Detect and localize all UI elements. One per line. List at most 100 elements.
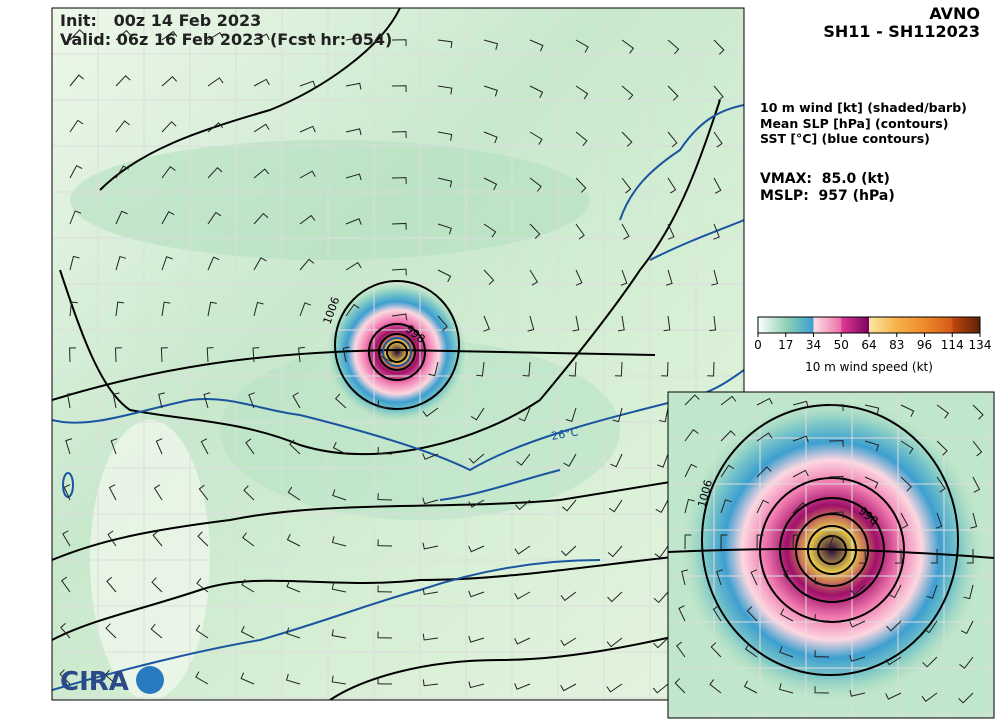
wind-barb — [468, 545, 485, 553]
field-desc: Mean SLP [hPa] (contours) — [760, 116, 948, 131]
colorbar-segment — [869, 317, 898, 333]
wind-barb — [60, 622, 71, 639]
colorbar: 0 17 34 50 64 83 96 114 134 — [754, 316, 991, 352]
wind-barb — [161, 30, 178, 41]
wind-barb — [69, 255, 80, 271]
wind-barb — [922, 656, 938, 668]
wind-barb — [575, 85, 589, 100]
wind-barb — [468, 499, 485, 508]
wind-barb — [151, 577, 163, 593]
wind-barb — [886, 620, 902, 632]
colorbar-frame — [757, 316, 981, 334]
map-shape — [649, 219, 744, 261]
wind-barb — [104, 669, 117, 685]
wind-barb — [894, 548, 902, 564]
wind-barb — [661, 361, 669, 377]
wind-barb — [61, 576, 71, 593]
wind-barb — [115, 75, 131, 87]
wind-barb — [152, 530, 163, 547]
wind-barb — [514, 591, 531, 600]
wind-barb — [684, 534, 692, 550]
wind-barb — [114, 347, 122, 363]
wind-barb — [674, 678, 686, 694]
wind-barb — [607, 545, 623, 558]
map-shape — [667, 391, 995, 719]
colorbar-tick-label: 114 — [941, 338, 964, 352]
wind-barb — [422, 453, 439, 460]
wind-barb — [575, 223, 585, 240]
wind-barb — [970, 512, 978, 529]
wind-barb — [59, 669, 71, 685]
wind-barb — [606, 637, 623, 648]
wind-barb — [299, 125, 316, 133]
wind-barb — [792, 469, 809, 478]
wind-barb — [115, 120, 130, 133]
wind-barb — [514, 683, 531, 690]
wind-barb — [483, 177, 498, 191]
wind-barb — [720, 499, 732, 514]
init-time: Init: 00z 14 Feb 2023 — [60, 11, 261, 30]
wind-barb — [667, 223, 675, 240]
wind-barb — [437, 269, 452, 283]
wind-barb — [160, 347, 168, 363]
wind-barb — [560, 591, 577, 602]
wind-barb — [621, 39, 635, 54]
wind-barb — [377, 493, 393, 501]
wind-barb — [828, 475, 844, 483]
wind-barb — [158, 392, 165, 409]
wind-barb — [207, 301, 217, 317]
wind-barb — [428, 361, 439, 377]
wind-barb — [516, 453, 531, 466]
wind-barb — [667, 39, 680, 55]
colorbar-label: 10 m wind speed (kt) — [805, 360, 933, 374]
wind-barb — [782, 570, 794, 586]
colorbar-segment — [841, 317, 870, 333]
map-shape — [668, 548, 994, 559]
wind-barb — [709, 315, 717, 332]
map-shape — [52, 8, 744, 700]
wind-barb — [888, 584, 902, 599]
wind-barb — [108, 484, 117, 501]
wind-barb — [921, 692, 938, 702]
wind-barb — [713, 223, 720, 240]
wind-barb — [331, 582, 347, 593]
wind-barb — [849, 654, 866, 662]
wind-barb — [115, 255, 127, 271]
wind-barb — [653, 637, 669, 649]
wind-barb — [814, 614, 830, 622]
wind-barb — [652, 683, 669, 694]
wind-barb — [561, 545, 577, 557]
wind-barb — [287, 486, 301, 501]
wind-barb — [483, 39, 499, 50]
wind-barb — [422, 542, 439, 550]
wind-barb — [299, 35, 316, 43]
wind-barb — [391, 222, 407, 230]
field-desc: SST [°C] (blue contours) — [760, 131, 930, 146]
wind-barb — [779, 646, 794, 658]
wind-barb — [621, 223, 630, 240]
colorbar-segment — [896, 317, 925, 333]
wind-barb — [106, 576, 117, 593]
wind-barb — [849, 620, 866, 628]
wind-barb — [716, 569, 723, 586]
wind-barb — [468, 681, 485, 689]
wind-barb — [744, 643, 758, 658]
wind-barb — [575, 177, 587, 193]
wind-barb — [746, 606, 758, 622]
wind-barb — [150, 623, 163, 639]
wind-barb — [483, 315, 491, 332]
wind-barb — [959, 656, 974, 669]
wind-barb — [197, 531, 209, 547]
wind-barb — [242, 532, 255, 547]
wind-barb — [828, 440, 844, 447]
wind-barb — [972, 404, 984, 420]
wind-barb — [289, 439, 301, 455]
wind-barb — [115, 165, 129, 179]
wind-barb — [437, 177, 453, 188]
wind-barb — [709, 679, 722, 694]
wind-barb — [299, 214, 316, 225]
colorbar-segment — [758, 317, 787, 333]
wind-barb — [253, 301, 264, 317]
wind-barb — [253, 123, 270, 133]
